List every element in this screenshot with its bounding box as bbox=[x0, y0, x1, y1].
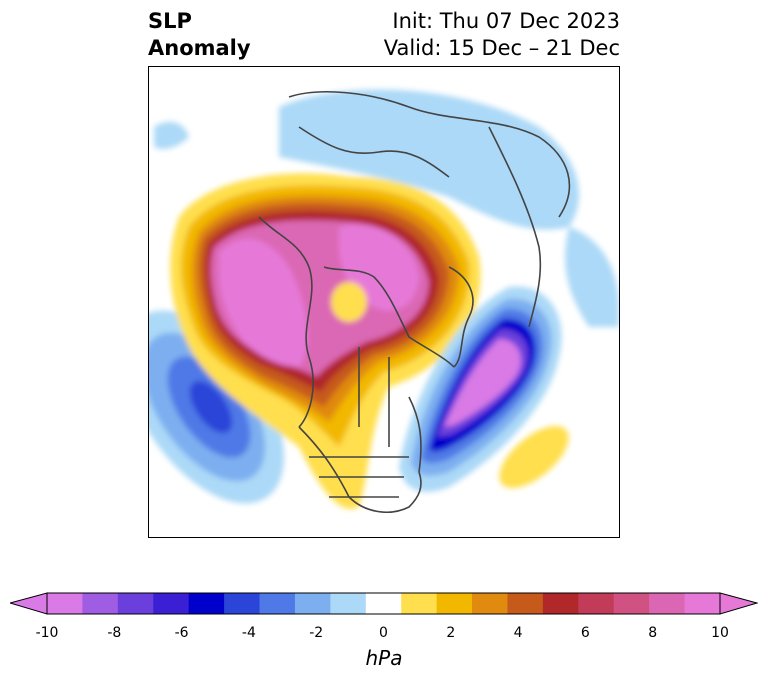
positive-anomaly-core-west bbox=[219, 238, 308, 367]
colorbar-segment bbox=[117, 593, 154, 614]
colorbar-segment bbox=[578, 593, 615, 614]
colorbar-segment bbox=[188, 593, 225, 614]
colorbar-segment bbox=[542, 593, 579, 614]
colorbar-segment bbox=[294, 593, 331, 614]
colorbar-segment bbox=[82, 593, 119, 614]
colorbar-tick-label: 2 bbox=[446, 625, 456, 641]
map-panel bbox=[148, 66, 620, 538]
date-info: Init: Thu 07 Dec 2023 Valid: 15 Dec – 21… bbox=[384, 8, 620, 62]
map-title: SLP Anomaly bbox=[148, 8, 251, 62]
colorbar-segment bbox=[224, 593, 261, 614]
colorbar-tick-label: -10 bbox=[35, 625, 59, 641]
colorbar-segment bbox=[684, 593, 721, 614]
valid-range: Valid: 15 Dec – 21 Dec bbox=[383, 36, 620, 60]
colorbar-tick-label: 4 bbox=[513, 625, 523, 641]
colorbar bbox=[10, 592, 758, 615]
negative-anomaly-small-nw bbox=[154, 121, 189, 149]
colorbar-segment bbox=[613, 593, 650, 614]
colorbar-segment bbox=[330, 593, 367, 614]
colorbar-segment bbox=[649, 593, 686, 614]
anomaly-map bbox=[149, 89, 619, 513]
init-date: Init: Thu 07 Dec 2023 bbox=[392, 9, 620, 33]
colorbar-segment bbox=[47, 593, 83, 614]
colorbar-segment bbox=[436, 593, 473, 614]
title-line-1: SLP bbox=[148, 9, 192, 33]
colorbar-tick-label: -2 bbox=[309, 625, 324, 641]
title-line-2: Anomaly bbox=[148, 36, 251, 60]
colorbar-segment bbox=[507, 593, 544, 614]
colorbar-extend-high bbox=[719, 592, 758, 615]
colorbar-tick-label: 10 bbox=[711, 625, 729, 641]
atlantic-low-core bbox=[444, 339, 521, 427]
atlantic-high bbox=[499, 425, 569, 489]
colorbar-extend-low bbox=[10, 592, 48, 615]
colorbar-unit-label: hPa bbox=[365, 646, 403, 670]
negative-anomaly-east bbox=[565, 227, 619, 327]
colorbar-tick-label: -8 bbox=[107, 625, 122, 641]
positive-anomaly-yellow-hole bbox=[331, 282, 367, 322]
colorbar-tick-label: 8 bbox=[648, 625, 658, 641]
pacific-low-core bbox=[189, 380, 233, 434]
colorbar-segment bbox=[472, 593, 508, 614]
colorbar-tick-label: 6 bbox=[580, 625, 590, 641]
colorbar-segment bbox=[153, 593, 190, 614]
colorbar-segment bbox=[401, 593, 438, 614]
colorbar-tick-label: -6 bbox=[174, 625, 189, 641]
colorbar-segment bbox=[259, 593, 296, 614]
coastlines bbox=[258, 91, 571, 513]
colorbar-segment bbox=[365, 593, 402, 614]
colorbar-tick-label: 0 bbox=[379, 625, 388, 641]
colorbar-tick-label: -4 bbox=[241, 625, 256, 641]
